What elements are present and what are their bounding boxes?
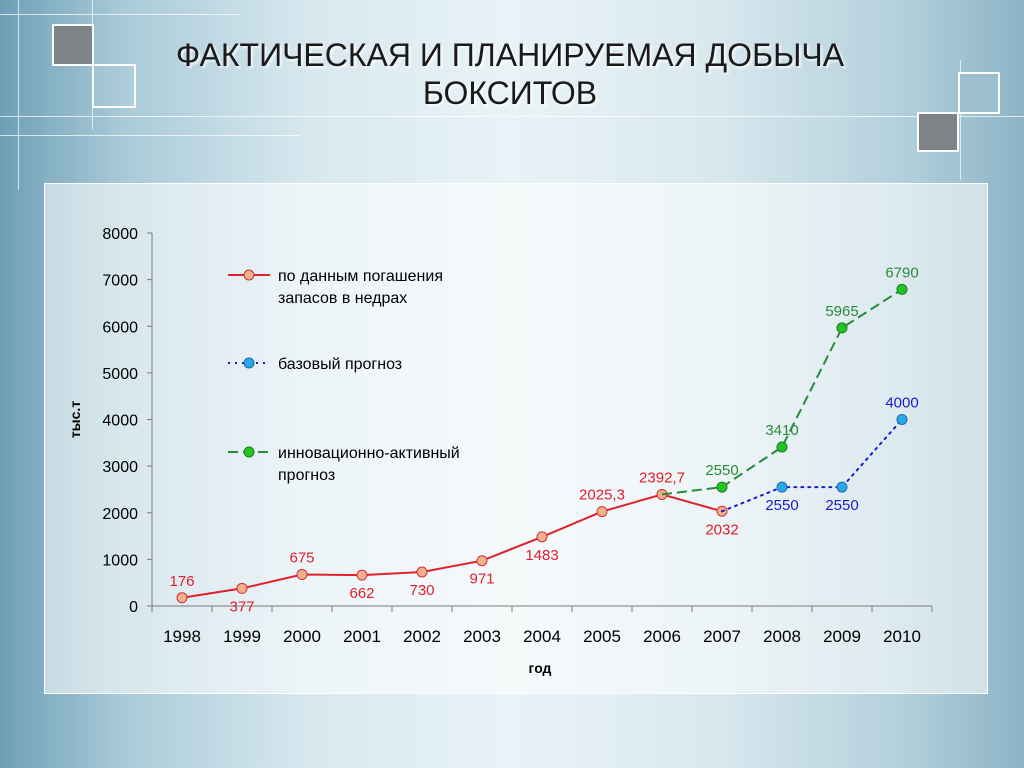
x-tick-label: 2008 xyxy=(763,627,801,646)
data-label: 377 xyxy=(229,598,254,615)
data-label: 176 xyxy=(169,573,194,590)
legend-label: по данным погашения xyxy=(278,268,443,285)
y-tick-label: 7000 xyxy=(102,273,138,290)
data-label: 1483 xyxy=(525,547,558,564)
data-point xyxy=(896,283,908,295)
legend-marker xyxy=(243,269,255,281)
x-tick-label: 2000 xyxy=(283,627,321,646)
data-point xyxy=(296,569,308,581)
data-point xyxy=(896,414,908,425)
y-tick-label: 6000 xyxy=(102,319,138,336)
decor-vline-left xyxy=(18,0,19,190)
x-tick-label: 2010 xyxy=(883,627,921,646)
x-tick-label: 1998 xyxy=(163,627,201,646)
data-label: 5965 xyxy=(825,303,858,320)
series-line xyxy=(661,288,903,496)
data-point xyxy=(596,506,608,518)
slide-title-line1: ФАКТИЧЕСКАЯ И ПЛАНИРУЕМАЯ ДОБЫЧА xyxy=(175,37,845,73)
data-point xyxy=(836,322,848,334)
y-tick-label: 5000 xyxy=(102,366,138,383)
decor-vline-right xyxy=(960,60,961,180)
x-tick-label: 2005 xyxy=(583,627,621,646)
data-label: 662 xyxy=(349,585,374,602)
legend-label: инновационно-активный xyxy=(278,445,460,462)
data-point xyxy=(776,441,788,453)
legend-label: базовый прогноз xyxy=(278,356,402,373)
data-point xyxy=(236,582,248,594)
data-label: 2550 xyxy=(705,462,738,479)
x-tick-label: 2004 xyxy=(523,627,561,646)
x-axis-title: год xyxy=(529,660,552,676)
data-label: 6790 xyxy=(885,264,918,281)
data-label: 2550 xyxy=(765,497,798,514)
y-tick-label: 0 xyxy=(129,599,138,616)
x-tick-label: 2001 xyxy=(343,627,381,646)
data-point xyxy=(356,569,368,581)
legend-item-1: по данным погашения запасов в недрах xyxy=(228,268,443,307)
legend-label: прогноз xyxy=(278,467,335,484)
legend-label: запасов в недрах xyxy=(278,290,407,307)
legend-item-3: инновационно-активный прогноз xyxy=(228,445,460,484)
y-tick-label: 8000 xyxy=(102,226,138,243)
data-point xyxy=(536,531,548,543)
data-label: 3410 xyxy=(765,422,798,439)
x-tick-label: 2002 xyxy=(403,627,441,646)
decor-square-outline-left xyxy=(92,64,136,108)
data-point xyxy=(476,555,488,567)
data-label: 2025,3 xyxy=(579,487,625,504)
y-tick-label: 4000 xyxy=(102,413,138,430)
data-label: 971 xyxy=(469,571,494,588)
data-label: 2392,7 xyxy=(639,469,685,486)
series-line xyxy=(181,493,723,599)
series-line xyxy=(721,418,903,513)
y-tick-label: 3000 xyxy=(102,459,138,476)
x-tick-label: 2007 xyxy=(703,627,741,646)
legend-marker xyxy=(243,446,255,458)
data-label: 2550 xyxy=(825,497,858,514)
legend-item-2: базовый прогноз xyxy=(228,356,402,373)
data-point xyxy=(416,566,428,578)
slide-title-line2: БОКСИТОВ xyxy=(422,75,598,111)
data-label: 675 xyxy=(289,550,314,567)
y-tick-label: 2000 xyxy=(102,506,138,523)
data-point xyxy=(836,481,848,493)
x-tick-label: 2003 xyxy=(463,627,501,646)
y-tick-label: 1000 xyxy=(102,552,138,569)
decor-square-blue-right xyxy=(958,72,1000,114)
chart-panel xyxy=(44,183,988,694)
decor-square-dark-left xyxy=(52,24,94,66)
decor-square-dark-right xyxy=(917,112,959,152)
x-tick-label: 2009 xyxy=(823,627,861,646)
decor-line-top xyxy=(0,14,240,15)
decor-line-mid xyxy=(0,116,1024,117)
series-2: 2550 2550 4000 xyxy=(721,395,919,514)
data-point xyxy=(716,481,728,493)
decor-line-mid2 xyxy=(0,135,300,136)
data-label: 4000 xyxy=(885,395,918,412)
x-tick-label: 1999 xyxy=(223,627,261,646)
data-point xyxy=(176,592,188,604)
y-axis-title: тыс.т xyxy=(67,401,83,438)
series-3: 2550 3410 5965 6790 xyxy=(661,264,919,496)
data-label: 730 xyxy=(409,582,434,599)
data-point xyxy=(776,481,788,493)
x-tick-label: 2006 xyxy=(643,627,681,646)
slide-title: ФАКТИЧЕСКАЯ И ПЛАНИРУЕМАЯ ДОБЫЧА БОКСИТО… xyxy=(150,36,870,112)
data-label: 2032 xyxy=(705,521,738,538)
legend-marker xyxy=(243,357,255,369)
series-1: 176 377 675 662 730 971 1483 2025,3 2392,7 2032 xyxy=(169,469,738,615)
